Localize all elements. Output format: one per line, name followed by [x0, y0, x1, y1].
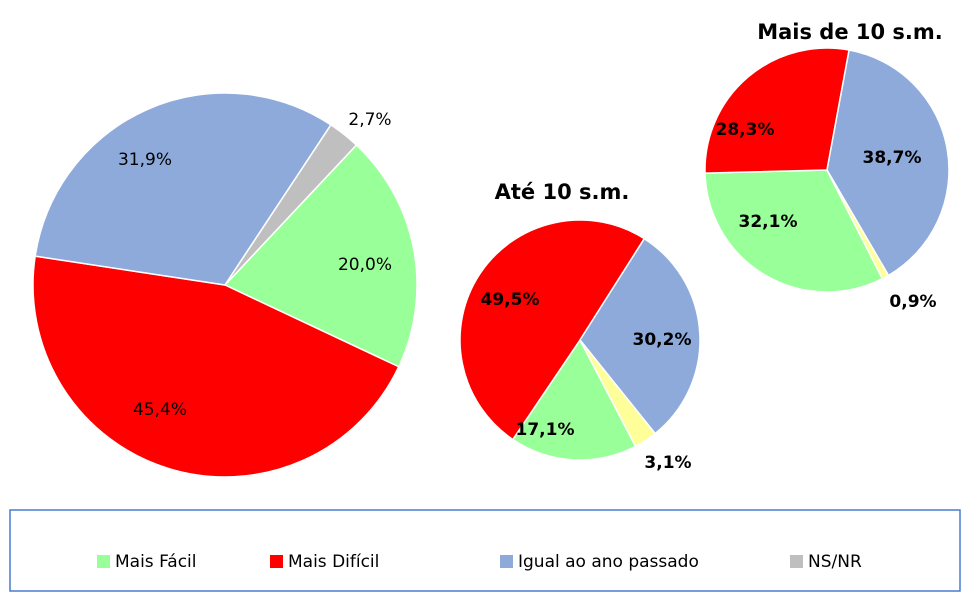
data-label: 45,4% [133, 400, 187, 420]
legend-label: Igual ao ano passado [518, 552, 699, 572]
data-label: 30,2% [633, 330, 692, 350]
pie-slice [826, 169, 890, 280]
data-label: 28,3% [716, 120, 775, 140]
chart-title: Mais de 10 s.m. [757, 20, 943, 44]
legend-label: NS/NR [808, 552, 862, 572]
legend-box [9, 509, 961, 592]
pie-slice [511, 338, 637, 461]
legend-label: Mais Fácil [115, 552, 197, 572]
legend-swatch [97, 555, 110, 568]
data-label: 38,7% [863, 148, 922, 168]
pie-slice [224, 123, 358, 286]
pie-slice [223, 143, 418, 368]
pie-slice [32, 255, 400, 478]
data-label: 49,5% [481, 290, 540, 310]
pie-slice [704, 47, 850, 174]
pie-slice [579, 237, 701, 435]
data-label: 0,9% [889, 292, 936, 312]
pie-slice [34, 92, 332, 286]
pie-slice [704, 169, 884, 293]
pie-slice [826, 49, 950, 277]
data-label: 31,9% [118, 150, 172, 170]
legend-label: Mais Difícil [288, 552, 379, 572]
pie-slice [579, 339, 657, 448]
data-label: 17,1% [516, 420, 575, 440]
legend-swatch [790, 555, 803, 568]
legend-swatch [270, 555, 283, 568]
pie-slice [459, 219, 646, 441]
data-label: 3,1% [644, 453, 691, 473]
chart-title: Até 10 s.m. [495, 180, 630, 204]
data-label: 20,0% [338, 255, 392, 275]
data-label: 2,7% [348, 110, 391, 130]
data-label: 32,1% [739, 212, 798, 232]
legend-swatch [500, 555, 513, 568]
